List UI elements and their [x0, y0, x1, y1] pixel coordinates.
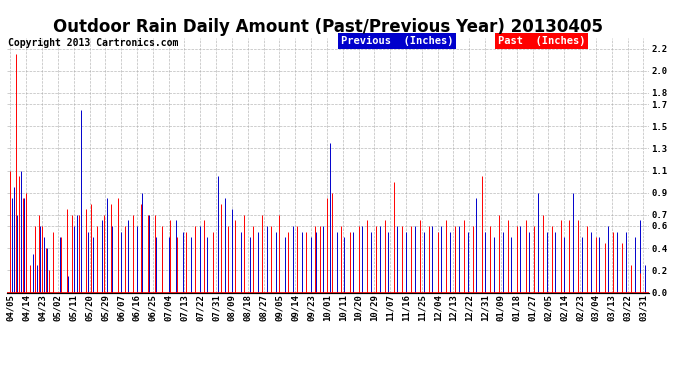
Text: Past  (Inches): Past (Inches): [497, 36, 585, 46]
Title: Outdoor Rain Daily Amount (Past/Previous Year) 20130405: Outdoor Rain Daily Amount (Past/Previous…: [52, 18, 603, 36]
Text: Previous  (Inches): Previous (Inches): [341, 36, 453, 46]
Text: Copyright 2013 Cartronics.com: Copyright 2013 Cartronics.com: [8, 38, 178, 48]
